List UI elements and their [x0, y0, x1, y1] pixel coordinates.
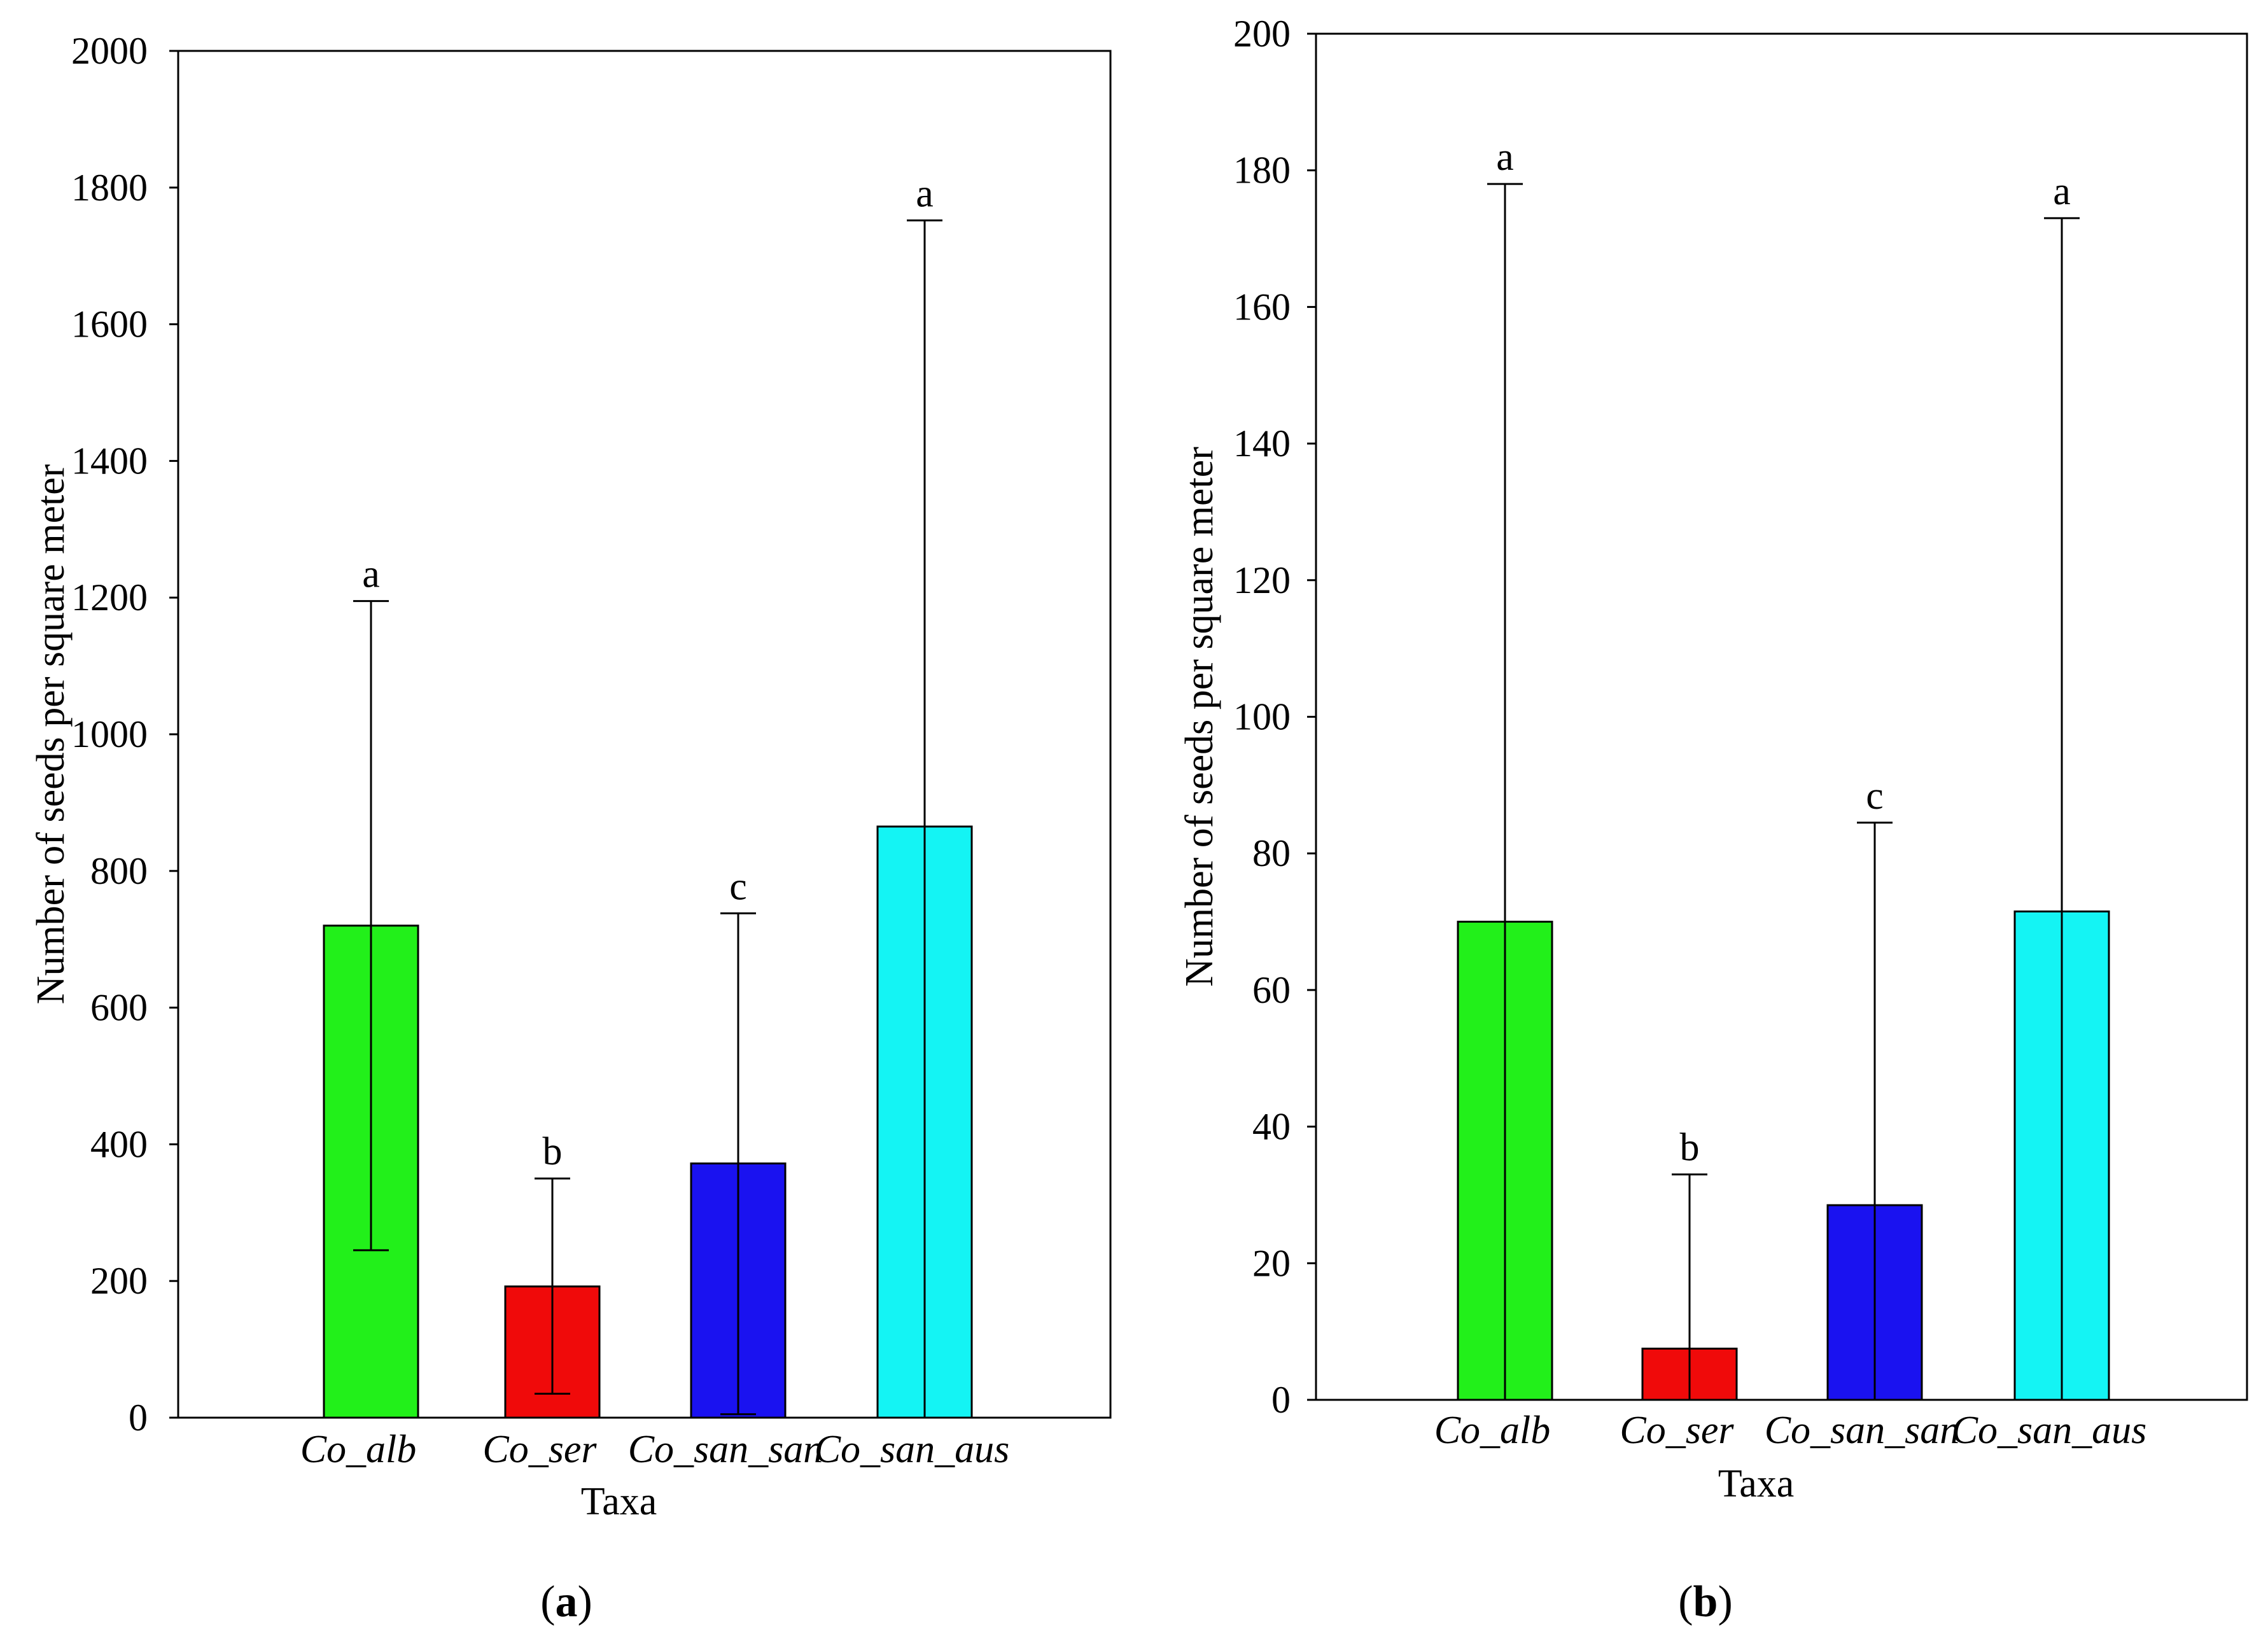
- y-tick-label: 1400: [71, 440, 148, 482]
- category-label: Co_san_san: [1765, 1409, 1960, 1452]
- category-label: Co_ser: [1620, 1409, 1734, 1452]
- y-tick-label: 1600: [71, 304, 148, 346]
- panel-tag-letter: b: [1693, 1577, 1718, 1626]
- significance-label: a: [916, 172, 934, 215]
- significance-label: c: [1866, 774, 1884, 818]
- y-tick-label: 0: [129, 1397, 148, 1439]
- panel-tag-close-paren: ): [1718, 1577, 1732, 1626]
- category-label: Co_san_aus: [1952, 1409, 2147, 1452]
- category-label: Co_san_san: [628, 1428, 823, 1471]
- x-axis-title: Taxa: [581, 1480, 657, 1523]
- y-tick-label: 200: [1233, 13, 1291, 55]
- y-tick-label: 180: [1233, 150, 1291, 192]
- y-tick-label: 1800: [71, 167, 148, 209]
- y-tick-label: 800: [90, 850, 148, 892]
- significance-label: a: [362, 553, 380, 596]
- significance-label: b: [1680, 1126, 1700, 1170]
- panel-tag-open-paren: (: [540, 1577, 555, 1626]
- category-label: Co_ser: [482, 1428, 597, 1471]
- significance-label: a: [1496, 136, 1514, 179]
- y-tick-label: 120: [1233, 559, 1291, 601]
- y-tick-label: 80: [1252, 832, 1291, 874]
- panel-b-chart: 0 20 40 60 80 100 120 140 160 180 200 a b c a Co_alb Co_…: [1178, 13, 2248, 1626]
- category-label: Co_alb: [1434, 1409, 1551, 1452]
- significance-label: c: [729, 865, 747, 908]
- y-tick-label: 600: [90, 987, 148, 1029]
- y-tick-label: 400: [90, 1123, 148, 1165]
- y-tick-label: 160: [1233, 286, 1291, 328]
- y-axis-title: Number of seeds per square meter: [1178, 447, 1221, 987]
- y-tick-label: 40: [1252, 1106, 1291, 1148]
- y-tick-label: 1200: [71, 576, 148, 618]
- significance-label: b: [543, 1130, 563, 1173]
- category-label: Co_san_aus: [815, 1428, 1010, 1471]
- significance-label: a: [2053, 170, 2071, 213]
- y-tick-label: 140: [1233, 422, 1291, 464]
- y-axis-title: Number of seeds per square meter: [29, 464, 73, 1004]
- panel-tag-open-paren: (: [1678, 1577, 1693, 1626]
- panel-tag: (a): [540, 1577, 592, 1626]
- panel-tag-close-paren: ): [578, 1577, 592, 1626]
- panel-a-chart: 0 200 400 600 800 1000 1200 1400 1600 1800 2000 a b c…: [29, 30, 1112, 1626]
- y-tick-label: 2000: [71, 30, 148, 72]
- panel-tag: (b): [1678, 1577, 1733, 1626]
- y-tick-label: 100: [1233, 696, 1291, 738]
- y-tick-label: 20: [1252, 1242, 1291, 1284]
- y-tick-label: 1000: [71, 713, 148, 755]
- x-axis-title: Taxa: [1718, 1462, 1795, 1505]
- y-tick-label: 200: [90, 1260, 148, 1302]
- panel-tag-letter: a: [556, 1577, 578, 1626]
- y-tick-label: 60: [1252, 969, 1291, 1011]
- category-label: Co_alb: [300, 1428, 417, 1471]
- y-tick-label: 0: [1271, 1379, 1291, 1421]
